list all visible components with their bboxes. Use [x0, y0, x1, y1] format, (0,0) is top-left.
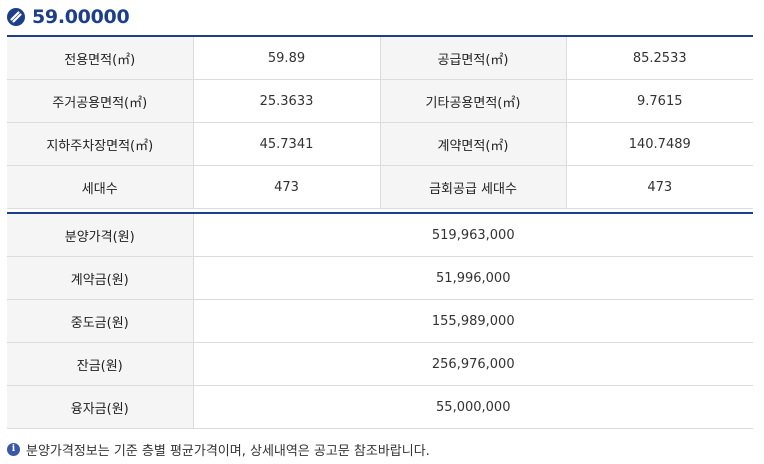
residential-common-area-value: 25.3633 [192, 79, 380, 123]
parking-area-label: 지하주차장면적(㎡) [7, 122, 193, 166]
supply-area-label: 공급면적(㎡) [379, 36, 566, 80]
deposit-value: 51,996,000 [192, 256, 753, 300]
deposit-label: 계약금(원) [7, 256, 193, 300]
interim-payment-value: 155,989,000 [192, 299, 753, 343]
households-value: 473 [192, 165, 380, 209]
info-icon: i [7, 443, 20, 456]
loan-value: 55,000,000 [192, 385, 753, 429]
price-table: 분양가격(원) 519,963,000 계약금(원) 51,996,000 중도… [7, 212, 753, 429]
parking-area-value: 45.7341 [192, 122, 380, 166]
sale-price-value: 519,963,000 [192, 213, 753, 257]
table-row: 주거공용면적(㎡) 25.3633 기타공용면적(㎡) 9.7615 [7, 79, 753, 123]
balance-value: 256,976,000 [192, 342, 753, 386]
table-row: 잔금(원) 256,976,000 [7, 342, 753, 386]
table-row: 계약금(원) 51,996,000 [7, 256, 753, 300]
table-row: 중도금(원) 155,989,000 [7, 299, 753, 343]
supply-households-value: 473 [565, 165, 753, 209]
interim-payment-label: 중도금(원) [7, 299, 193, 343]
balance-label: 잔금(원) [7, 342, 193, 386]
other-common-area-label: 기타공용면적(㎡) [379, 79, 566, 123]
sale-price-label: 분양가격(원) [7, 213, 193, 257]
table-row: 융자금(원) 55,000,000 [7, 385, 753, 429]
area-table: 전용면적(㎡) 59.89 공급면적(㎡) 85.2533 주거공용면적(㎡) … [7, 35, 753, 209]
price-note: i 분양가격정보는 기준 층별 평균가격이며, 상세내역은 공고문 참조바랍니다… [7, 440, 430, 459]
note-text: 분양가격정보는 기준 층별 평균가격이며, 상세내역은 공고문 참조바랍니다. [26, 444, 430, 459]
table-row: 지하주차장면적(㎡) 45.7341 계약면적(㎡) 140.7489 [7, 122, 753, 166]
link-circle-icon [6, 7, 26, 27]
exclusive-area-label: 전용면적(㎡) [7, 36, 193, 80]
table-row: 전용면적(㎡) 59.89 공급면적(㎡) 85.2533 [7, 36, 753, 80]
table-row: 분양가격(원) 519,963,000 [7, 213, 753, 257]
header: 59.00000 [6, 4, 130, 30]
page-title: 59.00000 [32, 6, 130, 28]
contract-area-label: 계약면적(㎡) [379, 122, 566, 166]
table-row: 세대수 473 금회공급 세대수 473 [7, 165, 753, 209]
exclusive-area-value: 59.89 [192, 36, 380, 80]
supply-households-label: 금회공급 세대수 [379, 165, 566, 209]
other-common-area-value: 9.7615 [565, 79, 753, 123]
households-label: 세대수 [7, 165, 193, 209]
loan-label: 융자금(원) [7, 385, 193, 429]
supply-area-value: 85.2533 [565, 36, 753, 80]
residential-common-area-label: 주거공용면적(㎡) [7, 79, 193, 123]
contract-area-value: 140.7489 [565, 122, 753, 166]
